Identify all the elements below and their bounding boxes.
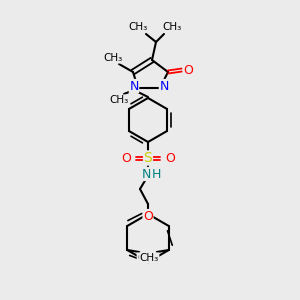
Text: CH₃: CH₃ <box>128 22 148 32</box>
Text: N: N <box>159 80 169 92</box>
Text: CH₃: CH₃ <box>103 53 123 63</box>
Text: CH₃: CH₃ <box>162 22 182 32</box>
Text: H: H <box>151 167 161 181</box>
Text: O: O <box>165 152 175 164</box>
Text: N: N <box>129 80 139 92</box>
Text: CH₃: CH₃ <box>140 253 159 263</box>
Text: O: O <box>143 209 153 223</box>
Text: S: S <box>144 151 152 165</box>
Text: CH₃: CH₃ <box>110 95 129 105</box>
Text: CH₃: CH₃ <box>137 253 156 263</box>
Text: N: N <box>141 167 151 181</box>
Text: O: O <box>183 64 193 76</box>
Text: O: O <box>121 152 131 164</box>
